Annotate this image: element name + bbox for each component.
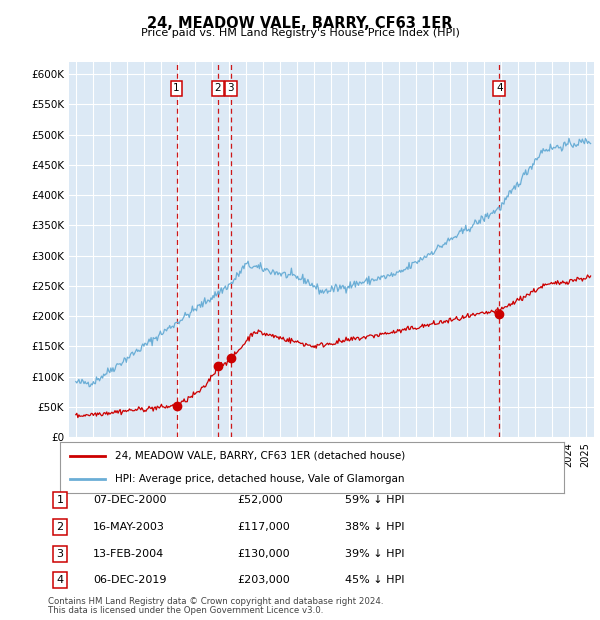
Text: £52,000: £52,000 bbox=[237, 495, 283, 505]
Text: 59% ↓ HPI: 59% ↓ HPI bbox=[345, 495, 404, 505]
Text: 3: 3 bbox=[56, 549, 64, 559]
Text: 2: 2 bbox=[215, 83, 221, 93]
Text: 24, MEADOW VALE, BARRY, CF63 1ER (detached house): 24, MEADOW VALE, BARRY, CF63 1ER (detach… bbox=[115, 451, 406, 461]
Text: £130,000: £130,000 bbox=[237, 549, 290, 559]
Text: 39% ↓ HPI: 39% ↓ HPI bbox=[345, 549, 404, 559]
Text: £117,000: £117,000 bbox=[237, 522, 290, 532]
Text: 3: 3 bbox=[227, 83, 234, 93]
Text: 4: 4 bbox=[56, 575, 64, 585]
Text: 1: 1 bbox=[56, 495, 64, 505]
Text: 24, MEADOW VALE, BARRY, CF63 1ER: 24, MEADOW VALE, BARRY, CF63 1ER bbox=[147, 16, 453, 31]
Text: HPI: Average price, detached house, Vale of Glamorgan: HPI: Average price, detached house, Vale… bbox=[115, 474, 405, 484]
Text: 1: 1 bbox=[173, 83, 180, 93]
Text: 16-MAY-2003: 16-MAY-2003 bbox=[93, 522, 165, 532]
Text: £203,000: £203,000 bbox=[237, 575, 290, 585]
Text: 45% ↓ HPI: 45% ↓ HPI bbox=[345, 575, 404, 585]
Text: This data is licensed under the Open Government Licence v3.0.: This data is licensed under the Open Gov… bbox=[48, 606, 323, 615]
Text: 4: 4 bbox=[496, 83, 503, 93]
Text: 06-DEC-2019: 06-DEC-2019 bbox=[93, 575, 167, 585]
Text: 2: 2 bbox=[56, 522, 64, 532]
Text: 07-DEC-2000: 07-DEC-2000 bbox=[93, 495, 167, 505]
Text: 13-FEB-2004: 13-FEB-2004 bbox=[93, 549, 164, 559]
Text: 38% ↓ HPI: 38% ↓ HPI bbox=[345, 522, 404, 532]
Text: Contains HM Land Registry data © Crown copyright and database right 2024.: Contains HM Land Registry data © Crown c… bbox=[48, 597, 383, 606]
Text: Price paid vs. HM Land Registry's House Price Index (HPI): Price paid vs. HM Land Registry's House … bbox=[140, 28, 460, 38]
